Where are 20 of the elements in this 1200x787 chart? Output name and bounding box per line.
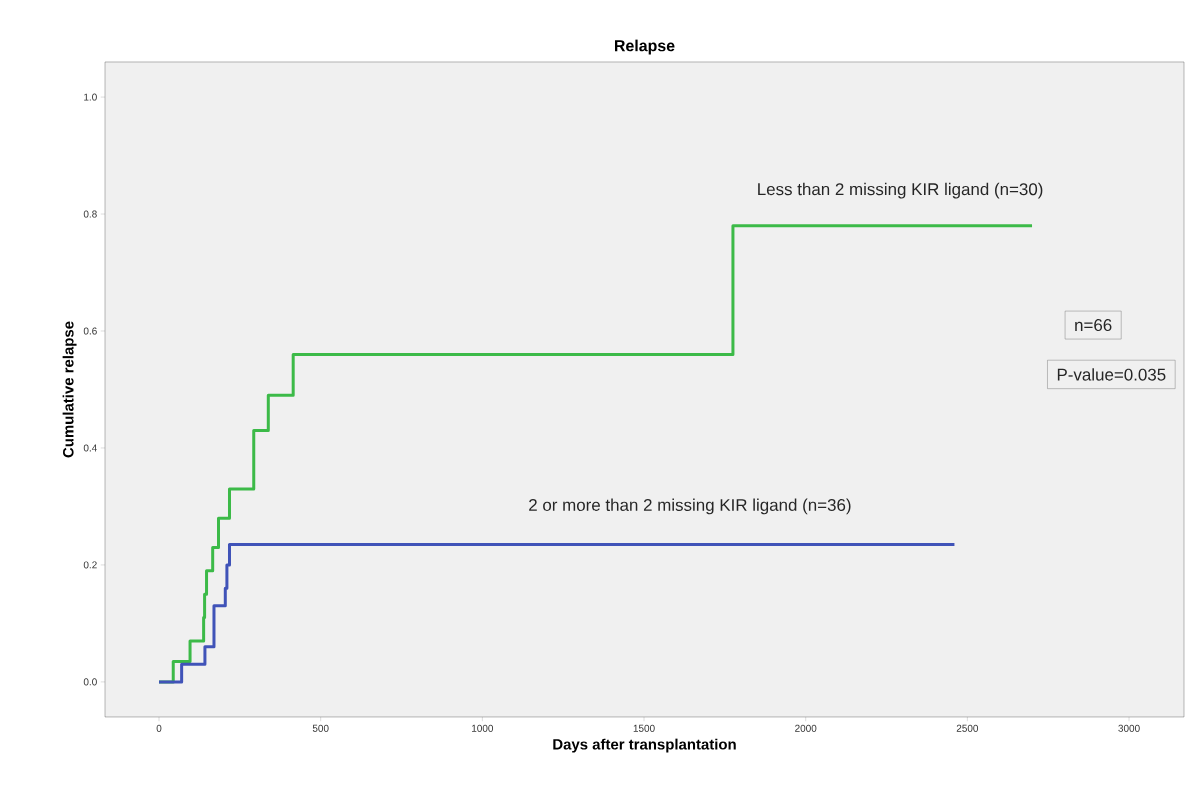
- y-tick-label: 0.6: [83, 327, 97, 335]
- x-tick-label: 3000: [1118, 724, 1140, 732]
- x-axis-title: Days after transplantation: [553, 738, 736, 753]
- y-tick-label: 0.0: [83, 678, 97, 686]
- x-tick-label: 1500: [633, 724, 655, 732]
- series-label: 2 or more than 2 missing KIR ligand (n=36): [529, 498, 851, 515]
- x-tick-label: 500: [312, 724, 329, 732]
- annotation: n=66: [1075, 319, 1112, 332]
- annotation: P-value=0.035: [1057, 368, 1166, 381]
- y-tick-label: 1.0: [84, 93, 97, 101]
- x-tick-label: 1000: [472, 724, 494, 732]
- series-label: Less than 2 missing KIR ligand (n=30): [758, 182, 1043, 199]
- x-tick-label: 2500: [956, 724, 979, 732]
- y-tick-label: 0.8: [83, 210, 97, 218]
- x-tick-label: 2000: [795, 724, 817, 732]
- chart-title: Relapse: [615, 39, 675, 55]
- y-axis-title: Cumulative relapse: [62, 321, 77, 458]
- y-tick-label: 0.2: [83, 561, 97, 569]
- y-tick-label: 0.4: [83, 444, 97, 452]
- x-tick-label: 0: [156, 724, 162, 732]
